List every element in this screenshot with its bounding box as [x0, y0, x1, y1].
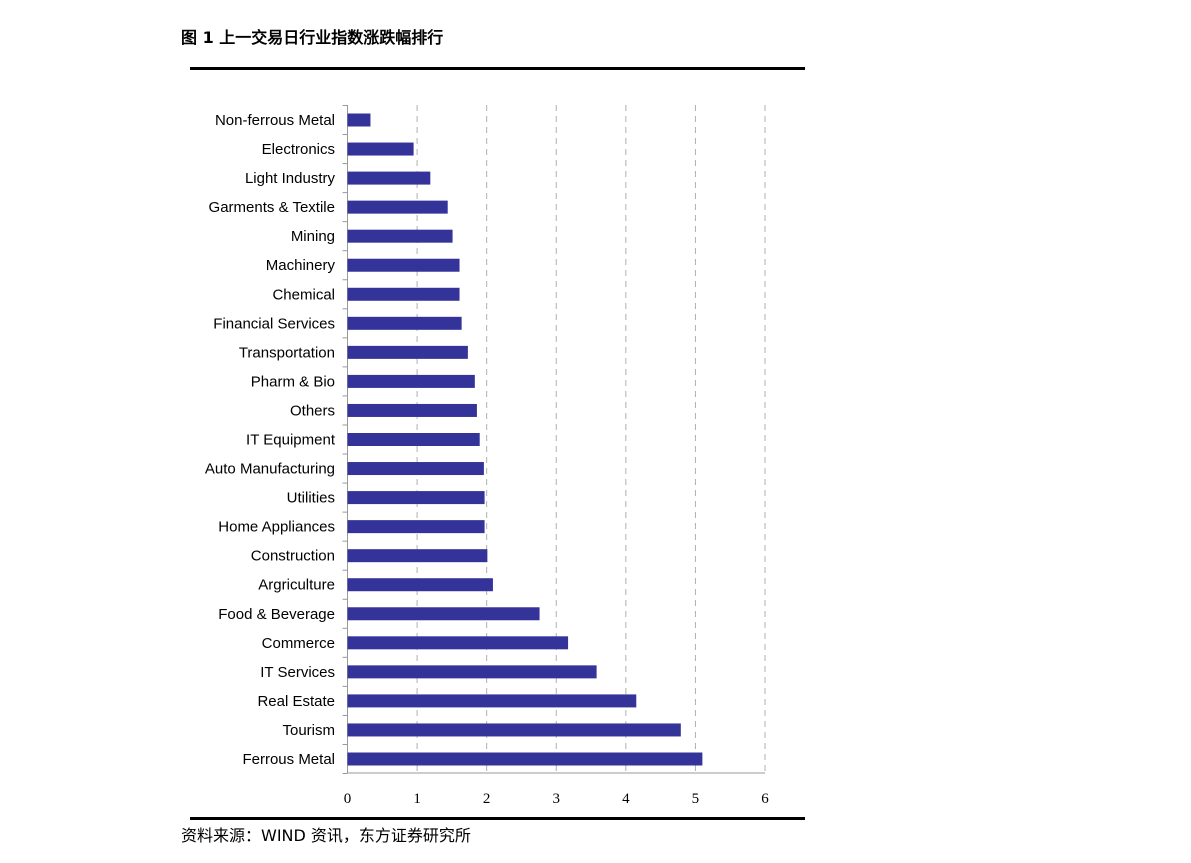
category-label: Electronics: [262, 141, 335, 158]
category-label: Pharm & Bio: [251, 373, 335, 390]
bar: [347, 374, 475, 388]
category-label: IT Services: [260, 664, 335, 681]
x-tick-label: 2: [483, 791, 491, 807]
bottom-rule: [190, 817, 805, 820]
category-label: Home Appliances: [218, 519, 335, 536]
bar: [347, 316, 462, 330]
category-label: Tourism: [282, 722, 335, 739]
category-label: Non-ferrous Metal: [215, 112, 335, 129]
bar: [347, 229, 453, 243]
category-label: IT Equipment: [246, 432, 336, 449]
bar: [347, 549, 488, 563]
x-tick-label: 6: [761, 791, 769, 807]
category-label: Commerce: [262, 635, 335, 652]
category-label: Real Estate: [257, 693, 335, 710]
category-label: Auto Manufacturing: [205, 461, 335, 478]
bar: [347, 200, 448, 214]
source-note: 资料来源：WIND 资讯，东方证券研究所: [181, 826, 471, 845]
bar: [347, 723, 681, 737]
x-tick-label: 0: [344, 791, 352, 807]
top-rule: [190, 67, 805, 70]
bar: [347, 433, 480, 446]
figure-title: 图 1 上一交易日行业指数涨跌幅排行: [181, 28, 444, 47]
bar: [347, 462, 484, 476]
bar: [347, 258, 460, 272]
bar: [347, 694, 637, 708]
bar: [347, 403, 477, 417]
bar: [347, 287, 460, 301]
x-tick-label: 4: [622, 791, 630, 807]
bar: [347, 345, 468, 359]
bar: [347, 752, 703, 766]
bar: [347, 607, 540, 621]
category-label: Garments & Textile: [209, 199, 335, 216]
category-label: Utilities: [287, 490, 335, 507]
category-label: Construction: [251, 548, 335, 565]
bar: [347, 665, 597, 679]
bar: [347, 636, 569, 650]
bar: [347, 142, 414, 156]
category-label: Machinery: [266, 257, 336, 274]
category-label: Ferrous Metal: [242, 751, 335, 768]
x-tick-label: 5: [692, 791, 700, 807]
category-label: Light Industry: [245, 170, 336, 187]
category-label: Argriculture: [258, 577, 335, 594]
category-label: Others: [290, 402, 335, 419]
bar: [347, 491, 485, 505]
bar: [347, 520, 485, 534]
bar: [347, 171, 431, 185]
x-tick-label: 3: [553, 791, 561, 807]
bar: [347, 113, 371, 127]
bar: [347, 578, 493, 592]
category-label: Chemical: [272, 286, 335, 303]
x-tick-label: 1: [413, 791, 421, 807]
category-label: Financial Services: [213, 315, 335, 332]
category-label: Food & Beverage: [218, 606, 335, 623]
category-label: Transportation: [239, 344, 335, 361]
category-label: Mining: [291, 228, 335, 245]
